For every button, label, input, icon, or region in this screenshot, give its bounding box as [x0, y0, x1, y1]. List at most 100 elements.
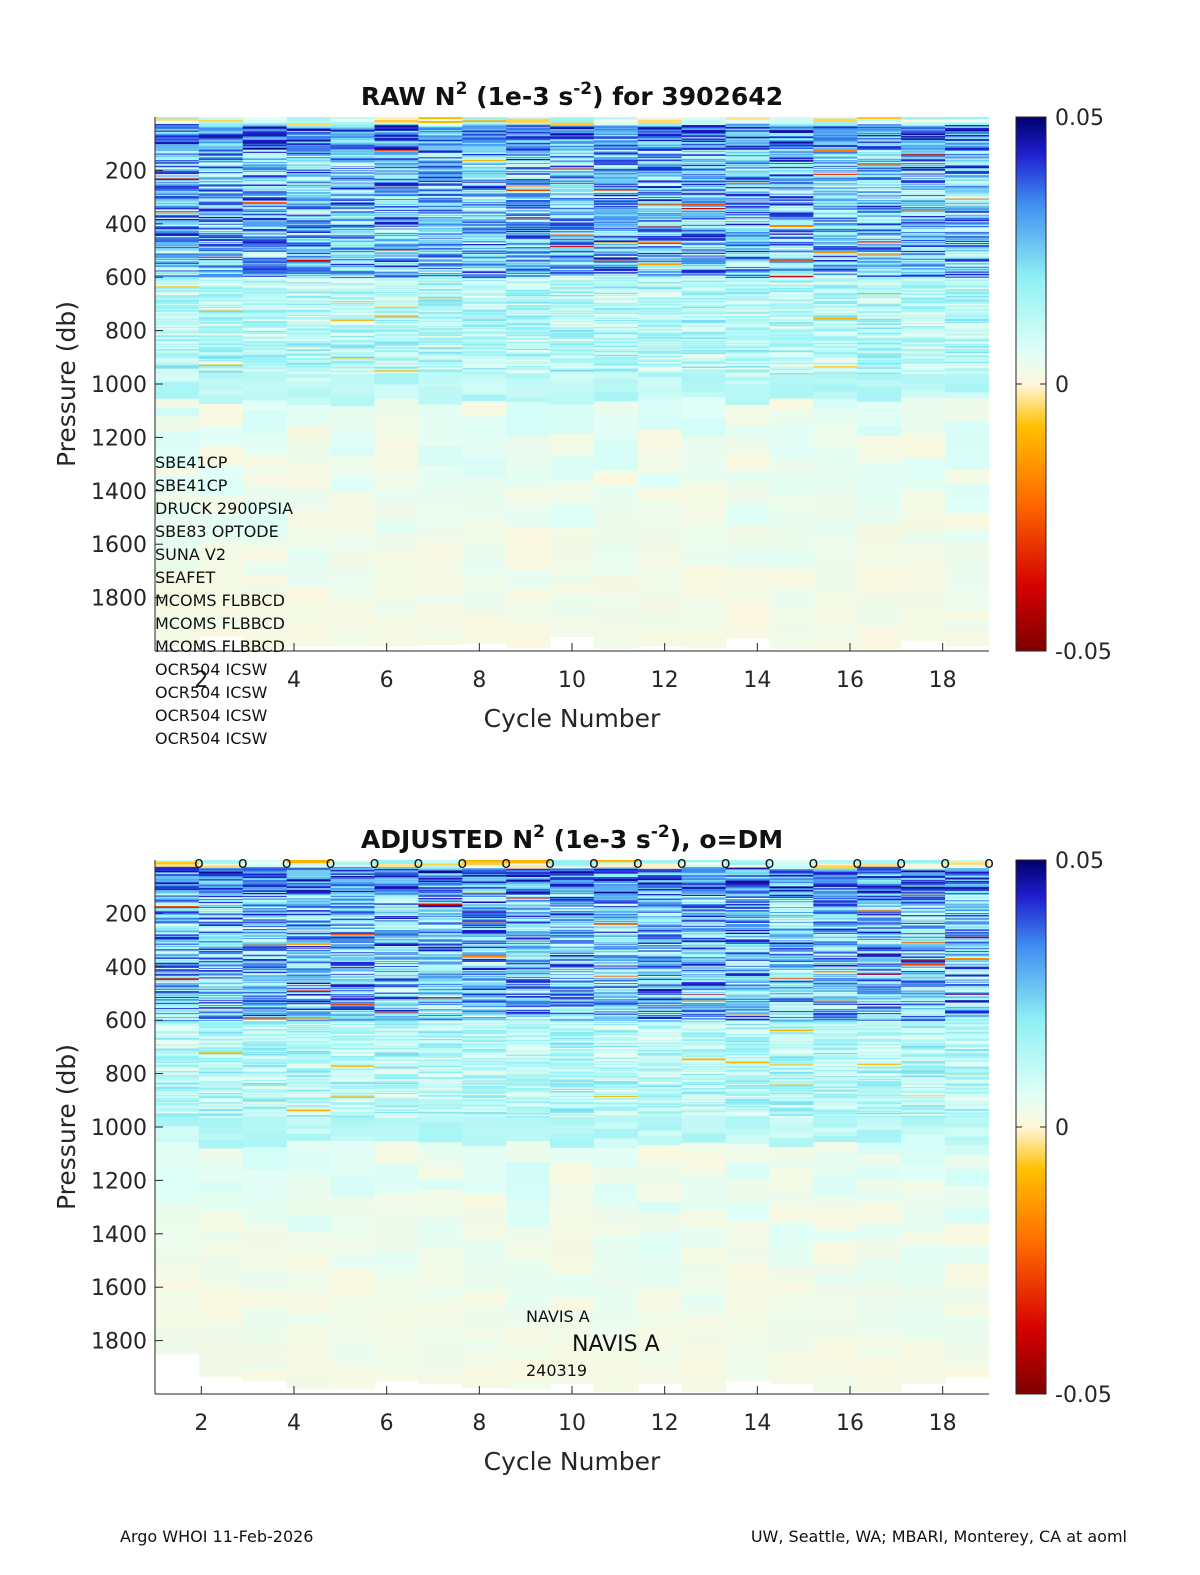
heatmap-cell: [242, 163, 288, 165]
heatmap-cell: [506, 179, 551, 181]
heatmap-cell: [155, 1102, 200, 1105]
heatmap-cell: [901, 274, 946, 276]
heatmap-cell: [198, 970, 244, 973]
heatmap-cell: [462, 229, 507, 231]
heatmap-cell: [155, 895, 200, 898]
heatmap-cell: [637, 344, 683, 348]
heatmap-cell: [418, 506, 463, 528]
colorbar-tick-label: -0.05: [1055, 640, 1112, 665]
heatmap-cell: [593, 191, 639, 194]
heatmap-cell: [945, 184, 989, 187]
heatmap-cell: [725, 326, 771, 329]
heatmap-cell: [330, 329, 376, 331]
heatmap-cell: [637, 267, 683, 270]
heatmap-cell: [286, 211, 332, 214]
heatmap-cell: [242, 526, 288, 536]
heatmap-cell: [330, 278, 376, 281]
heatmap-cell: [286, 195, 332, 198]
heatmap-cell: [198, 158, 244, 161]
heatmap-cell: [857, 178, 902, 181]
heatmap-cell: [857, 317, 902, 320]
heatmap-cell: [813, 288, 858, 290]
heatmap-cell: [637, 372, 683, 375]
heatmap-cell: [242, 191, 288, 194]
heatmap-cell: [725, 347, 771, 350]
heatmap-cell: [813, 152, 858, 155]
heatmap-cell: [506, 132, 551, 135]
heatmap-cell: [725, 321, 771, 323]
heatmap-cell: [901, 330, 946, 333]
heatmap-cell: [550, 193, 595, 195]
heatmap-cell: [945, 261, 989, 264]
heatmap-cell: [462, 195, 507, 198]
heatmap-cell: [330, 372, 376, 375]
heatmap-cell: [506, 140, 551, 144]
heatmap-cell: [462, 231, 507, 234]
heatmap-cell: [725, 302, 771, 305]
heatmap-cell: [374, 178, 419, 181]
heatmap-cell: [857, 167, 902, 170]
heatmap-cell: [945, 434, 989, 450]
heatmap-cell: [945, 307, 989, 310]
heatmap-cell: [155, 992, 200, 995]
heatmap-cell: [813, 159, 858, 162]
heatmap-cell: [286, 129, 332, 132]
heatmap-cell: [198, 911, 244, 914]
heatmap-cell: [374, 134, 419, 136]
heatmap-cell: [506, 259, 551, 262]
heatmap-cell: [155, 266, 200, 269]
heatmap-cell: [901, 373, 946, 375]
heatmap-cell: [198, 178, 244, 181]
heatmap-cell: [813, 521, 858, 535]
heatmap-cell: [725, 220, 771, 222]
heatmap-cell: [725, 182, 771, 184]
heatmap-cell: [242, 134, 288, 138]
heatmap-cell: [286, 290, 332, 293]
heatmap-cell: [769, 269, 814, 272]
heatmap-cell: [593, 184, 639, 186]
heatmap-cell: [198, 987, 244, 990]
heatmap-cell: [198, 962, 244, 964]
heatmap-cell: [725, 239, 771, 241]
heatmap-cell: [593, 156, 639, 158]
heatmap-cell: [945, 197, 989, 200]
heatmap-cell: [462, 208, 507, 210]
heatmap-cell: [769, 373, 814, 375]
heatmap-cell: [155, 287, 200, 290]
heatmap-cell: [813, 353, 858, 355]
heatmap-cell: [155, 1108, 200, 1110]
heatmap-cell: [593, 335, 639, 338]
heatmap-cell: [462, 127, 507, 130]
heatmap-cell: [725, 297, 771, 299]
heatmap-cell: [550, 372, 595, 375]
heatmap-cell: [769, 349, 814, 352]
heatmap-cell: [155, 322, 200, 325]
heatmap-cell: [901, 268, 946, 271]
heatmap-cell: [725, 308, 771, 311]
heatmap-cell: [945, 300, 989, 303]
heatmap-cell: [857, 318, 902, 321]
heatmap-cell: [286, 254, 332, 257]
heatmap-cell: [506, 216, 551, 218]
heatmap-cell: [198, 127, 244, 130]
heatmap-cell: [637, 282, 683, 285]
heatmap-cell: [769, 360, 814, 364]
heatmap-cell: [418, 211, 463, 213]
heatmap-cell: [725, 218, 771, 221]
heatmap-cell: [681, 228, 727, 231]
heatmap-cell: [198, 617, 244, 631]
heatmap-cell: [637, 615, 683, 630]
heatmap-cell: [155, 1076, 200, 1079]
heatmap-cell: [550, 307, 595, 309]
heatmap-cell: [242, 476, 288, 487]
heatmap-cell: [769, 257, 814, 259]
heatmap-cell: [418, 267, 463, 269]
heatmap-cell: [330, 191, 376, 194]
heatmap-cell: [901, 214, 946, 216]
heatmap-cell: [637, 341, 683, 344]
heatmap-cell: [769, 208, 814, 211]
heatmap-cell: [198, 194, 244, 197]
heatmap-cell: [681, 278, 727, 282]
heatmap-cell: [945, 157, 989, 160]
heatmap-cell: [330, 259, 376, 261]
